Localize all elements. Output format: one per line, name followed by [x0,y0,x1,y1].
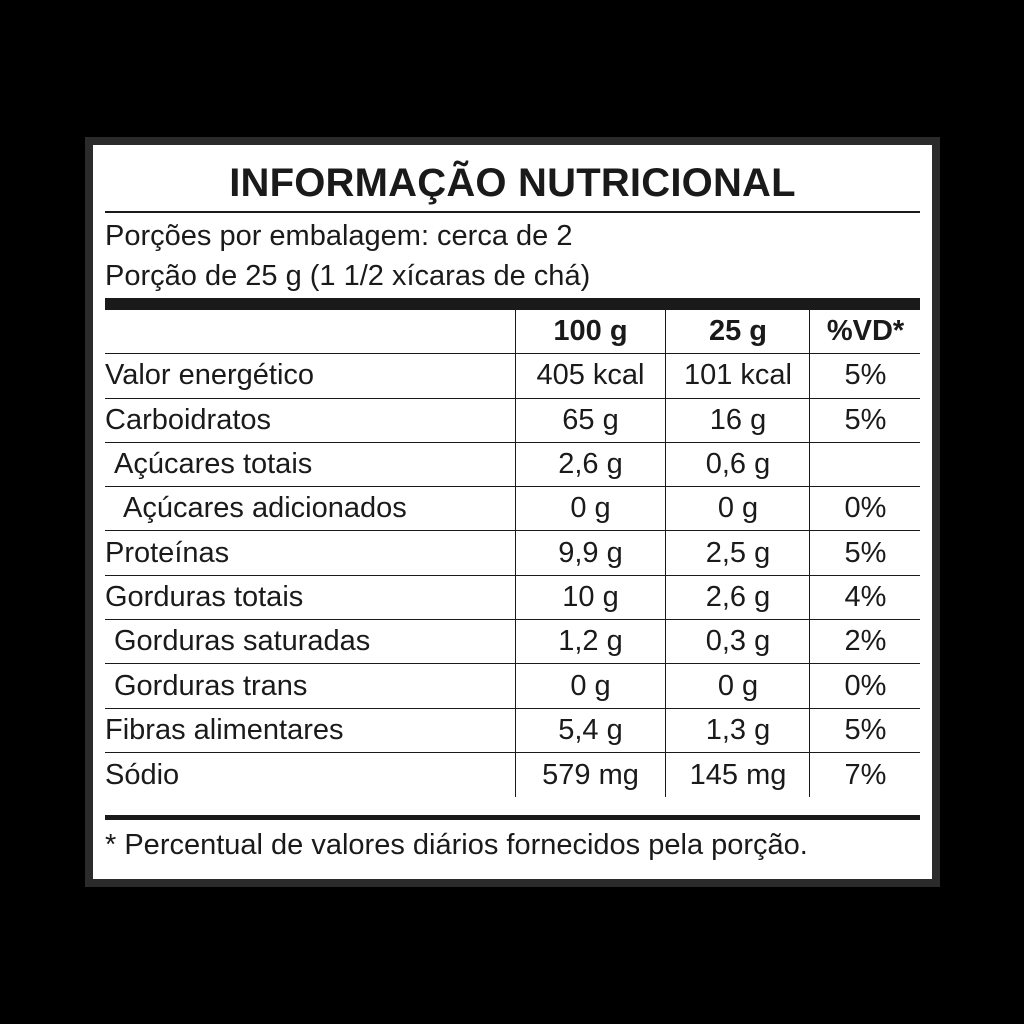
value-per-100g: 10 g [515,575,665,620]
header-vd: %VD* [809,310,921,354]
value-vd: 0% [809,664,921,708]
table-header-row: 100 g 25 g %VD* [105,310,921,355]
value-per-25g: 0 g [665,664,810,708]
value-per-25g: 2,5 g [665,531,810,575]
value-vd: 0% [809,487,921,531]
nutrition-table: 100 g 25 g %VD* Valor energético 405 kca… [105,310,921,798]
value-per-100g: 579 mg [515,752,665,798]
value-per-25g: 0,3 g [665,620,810,664]
table-row: Sódio 579 mg 145 mg 7% [105,752,921,798]
value-per-25g: 101 kcal [665,354,810,398]
value-per-25g: 1,3 g [665,708,810,752]
table-row: Gorduras saturadas 1,2 g 0,3 g 2% [105,620,921,665]
footnote: * Percentual de valores diários fornecid… [105,829,808,861]
value-per-100g: 405 kcal [515,354,665,398]
header-per-25g: 25 g [665,310,810,354]
table-row: Proteínas 9,9 g 2,5 g 5% [105,531,921,576]
value-per-100g: 5,4 g [515,708,665,752]
value-per-25g: 0,6 g [665,442,810,487]
value-per-25g: 145 mg [665,752,810,798]
value-vd: 5% [809,354,921,398]
table-row: Açúcares totais 2,6 g 0,6 g [105,442,921,488]
value-per-100g: 1,2 g [515,620,665,664]
table-row: Gorduras trans 0 g 0 g 0% [105,664,921,709]
nutrient-name: Açúcares totais [114,448,313,481]
header-per-100g: 100 g [515,310,665,354]
table-row: Fibras alimentares 5,4 g 1,3 g 5% [105,708,921,753]
thick-divider-bottom [105,815,920,820]
value-per-100g: 9,9 g [515,531,665,575]
value-vd: 5% [809,708,921,752]
nutrient-name: Sódio [105,758,180,791]
value-vd: 4% [809,575,921,620]
title-divider [105,211,920,213]
serving-size: Porção de 25 g (1 1/2 xícaras de chá) [105,260,591,292]
nutrient-name: Valor energético [105,359,315,392]
label-title: INFORMAÇÃO NUTRICIONAL [229,161,796,205]
value-vd: 7% [809,752,921,798]
servings-per-package: Porções por embalagem: cerca de 2 [105,220,573,252]
value-vd: 5% [809,531,921,575]
nutrient-name: Açúcares adicionados [123,492,407,525]
table-row: Valor energético 405 kcal 101 kcal 5% [105,354,921,399]
thick-divider-top [105,298,920,310]
value-per-25g: 0 g [665,487,810,531]
table-row: Açúcares adicionados 0 g 0 g 0% [105,487,921,532]
value-vd: 2% [809,620,921,664]
nutrition-facts-label: INFORMAÇÃO NUTRICIONAL Porções por embal… [85,137,940,887]
value-vd: 5% [809,398,921,442]
value-vd [809,442,921,487]
value-per-100g: 65 g [515,398,665,442]
value-per-25g: 2,6 g [665,575,810,620]
nutrient-name: Gorduras totais [105,580,304,613]
table-row: Gorduras totais 10 g 2,6 g 4% [105,575,921,621]
nutrient-name: Fibras alimentares [105,713,344,746]
table-row: Carboidratos 65 g 16 g 5% [105,398,921,443]
value-per-100g: 2,6 g [515,442,665,487]
nutrient-name: Proteínas [105,536,230,569]
value-per-100g: 0 g [515,664,665,708]
value-per-25g: 16 g [665,398,810,442]
nutrient-name: Gorduras saturadas [114,625,371,658]
nutrient-name: Gorduras trans [114,669,308,702]
header-nutrient [105,310,515,353]
nutrient-name: Carboidratos [105,403,272,436]
value-per-100g: 0 g [515,487,665,531]
